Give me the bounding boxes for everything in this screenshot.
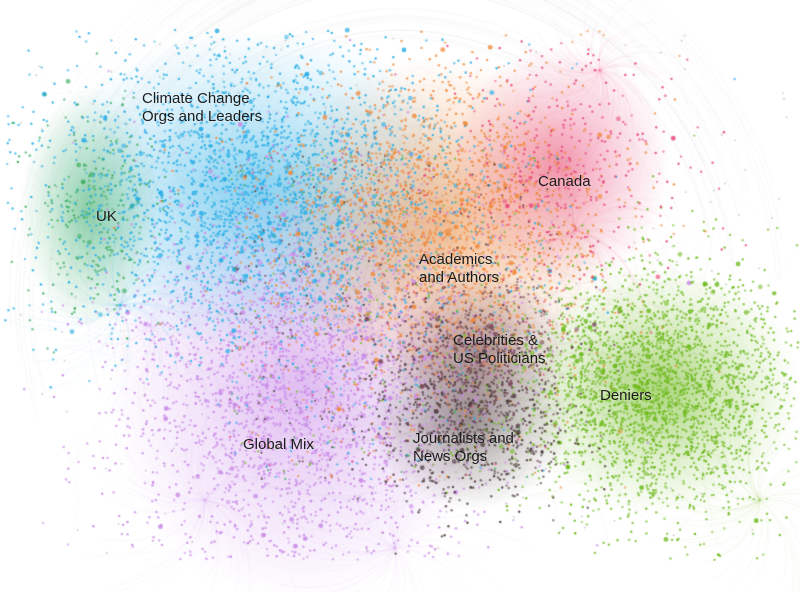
cluster-label-global-mix: Global Mix bbox=[243, 436, 314, 453]
cluster-label-uk: UK bbox=[96, 208, 117, 225]
cluster-label-journalists: Journalists and News Orgs bbox=[413, 430, 514, 465]
cluster-label-celebrities: Celebrities & US Politicians bbox=[453, 332, 546, 367]
cluster-label-canada: Canada bbox=[538, 173, 591, 190]
cluster-label-climate-orgs: Climate Change Orgs and Leaders bbox=[142, 90, 263, 125]
cluster-label-academics: Academics and Authors bbox=[419, 251, 500, 286]
cluster-label-deniers: Deniers bbox=[600, 387, 652, 404]
